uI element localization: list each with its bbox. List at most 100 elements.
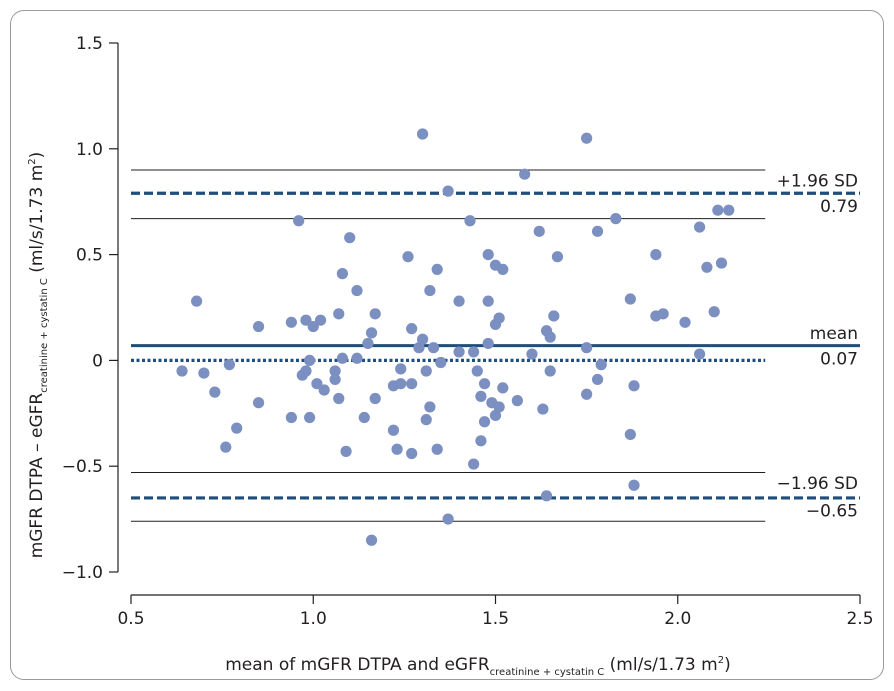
x-axis-title-unit: (ml/s/1.73 m [604,655,717,675]
y-tick-label: −1.0 [62,563,103,583]
data-point [252,320,265,333]
data-point [464,215,476,227]
data-point [493,312,505,324]
data-point [285,411,297,424]
data-point [387,424,400,436]
data-point [624,428,636,441]
data-point [369,392,381,405]
y-axis-title: mGFR DTPA – eGFRcreatinine + cystatin C … [27,152,50,559]
data-point [610,213,622,225]
data-points [176,128,735,546]
y-axis-title-unit-close: ) [27,152,47,159]
data-point [478,378,491,390]
x-tick-label: 0.5 [117,609,144,629]
data-point [427,342,440,354]
data-point [435,356,447,369]
y-tick-label: 0 [92,351,103,371]
reference-lines [131,169,860,522]
data-point [453,346,465,358]
data-point [391,443,403,455]
data-point [329,373,341,386]
data-point [581,132,593,144]
data-point [537,403,549,415]
data-point [344,232,356,244]
data-point [628,479,640,491]
data-point [442,185,454,197]
y-axis-title-unit-sup: 2 [27,158,38,164]
data-point [471,365,483,377]
data-point [304,411,316,424]
data-point [624,293,636,305]
data-point [369,308,381,320]
data-point [231,422,243,434]
y-ticks: −1.0 −0.5 0 0.5 1.0 1.5 [62,34,118,583]
data-point [351,284,363,297]
data-point [417,128,429,140]
data-point [420,365,432,377]
data-point [475,435,487,447]
data-point [497,382,509,394]
y-tick-label: 0.5 [76,246,103,266]
data-point [307,320,319,333]
axes [117,43,860,596]
data-point [358,411,370,424]
data-point [595,359,607,371]
reference-label: −1.96 SD [777,474,858,494]
data-point [715,257,728,269]
data-point [406,447,418,460]
x-tick-label: 2.5 [846,609,873,629]
data-point [406,378,418,390]
data-point [351,352,363,364]
data-point [453,295,465,307]
reference-label: 0.79 [820,197,858,217]
data-point [544,331,556,343]
data-point [417,333,429,345]
data-point [701,261,713,273]
data-point [340,445,352,457]
data-point [293,215,305,227]
x-tick-label: 1.0 [300,609,327,629]
data-point [314,314,327,326]
data-point [362,337,374,350]
data-point [628,380,640,392]
data-point [176,365,188,377]
x-axis-title-subscript: creatinine + cystatin C [490,667,605,678]
data-point [413,342,425,354]
data-point [519,168,531,180]
data-point [708,306,720,318]
data-point [365,327,378,339]
data-point [591,225,604,237]
data-point [191,295,203,307]
data-point [333,392,345,405]
data-point [482,249,494,261]
data-point [551,251,564,263]
data-point [478,416,491,428]
data-point [723,204,735,216]
data-point [468,346,480,358]
y-axis-title-unit: (ml/s/1.73 m [27,165,47,278]
reference-label: −0.65 [806,502,858,522]
x-axis-title-unit-sup: 2 [718,655,724,666]
data-point [424,401,436,413]
data-point [318,384,330,396]
data-point [395,363,407,375]
y-axis-title-subscript: creatinine + cystatin C [39,278,50,393]
data-point [442,513,454,525]
data-point [424,284,436,297]
data-point [333,308,345,320]
data-point [336,352,349,364]
data-point [482,295,494,307]
data-point [209,386,221,398]
data-point [493,401,505,413]
reference-label: 0.07 [820,349,858,369]
y-tick-label: 1.5 [76,34,103,54]
data-point [694,221,706,233]
data-point [336,268,349,280]
data-point [548,310,560,322]
x-axis-title-main: mean of mGFR DTPA and eGFR [225,655,490,675]
data-point [431,443,443,455]
data-point [402,251,414,263]
x-tick-label: 1.5 [482,609,509,629]
data-point [285,316,297,328]
reference-label: +1.96 SD [777,172,858,192]
